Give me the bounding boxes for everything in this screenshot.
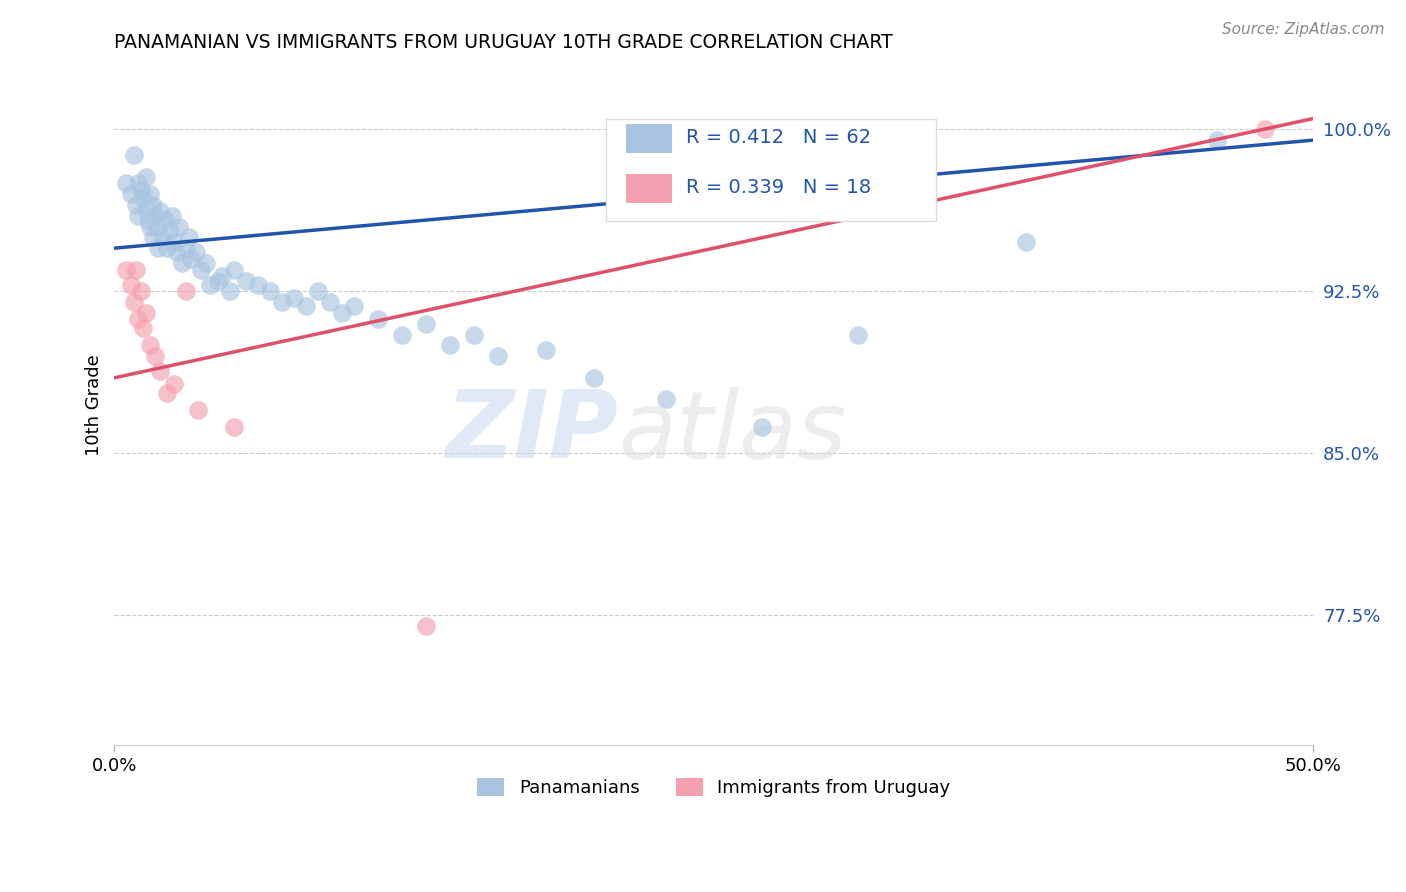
Point — [142, 198, 165, 212]
Point — [127, 209, 149, 223]
Point — [582, 371, 605, 385]
Point — [132, 321, 155, 335]
Point — [150, 230, 173, 244]
Point — [846, 327, 869, 342]
Point — [319, 295, 342, 310]
Point — [136, 213, 159, 227]
Point — [143, 349, 166, 363]
Text: atlas: atlas — [617, 386, 846, 477]
Point — [283, 291, 305, 305]
Point — [166, 245, 188, 260]
Point — [176, 285, 198, 299]
Text: ZIP: ZIP — [446, 386, 617, 478]
Point — [170, 256, 193, 270]
Point — [194, 256, 217, 270]
Point — [120, 277, 142, 292]
Point — [127, 177, 149, 191]
Point — [129, 183, 152, 197]
Point — [146, 219, 169, 234]
Point — [486, 349, 509, 363]
Point — [534, 343, 557, 357]
Point — [139, 187, 162, 202]
Text: PANAMANIAN VS IMMIGRANTS FROM URUGUAY 10TH GRADE CORRELATION CHART: PANAMANIAN VS IMMIGRANTS FROM URUGUAY 10… — [114, 33, 893, 52]
Point — [122, 148, 145, 162]
Point — [211, 269, 233, 284]
Point — [153, 213, 176, 227]
Point — [200, 277, 222, 292]
Point — [190, 262, 212, 277]
Point — [415, 619, 437, 633]
Point — [159, 224, 181, 238]
Point — [160, 209, 183, 223]
Point — [167, 219, 190, 234]
Point — [163, 377, 186, 392]
Point — [439, 338, 461, 352]
Point — [271, 295, 294, 310]
Point — [125, 262, 148, 277]
Point — [751, 420, 773, 434]
Point — [218, 285, 240, 299]
Point — [146, 241, 169, 255]
Point — [156, 385, 179, 400]
Point — [142, 230, 165, 244]
Bar — [626, 124, 672, 153]
Point — [207, 274, 229, 288]
Point — [295, 300, 318, 314]
Legend: Panamanians, Immigrants from Uruguay: Panamanians, Immigrants from Uruguay — [470, 771, 957, 804]
Point — [247, 277, 270, 292]
Point — [156, 241, 179, 255]
Point — [330, 306, 353, 320]
Point — [224, 420, 246, 434]
Point — [139, 219, 162, 234]
Point — [1014, 235, 1036, 249]
Point — [149, 364, 172, 378]
Point — [135, 169, 157, 184]
Point — [139, 338, 162, 352]
Point — [132, 191, 155, 205]
Point — [1206, 133, 1229, 147]
Point — [115, 177, 138, 191]
Point — [235, 274, 257, 288]
Point — [135, 202, 157, 217]
Point — [463, 327, 485, 342]
Point — [176, 241, 198, 255]
Bar — [626, 174, 672, 202]
Point — [655, 392, 678, 407]
FancyBboxPatch shape — [606, 119, 935, 221]
Point — [163, 235, 186, 249]
Point — [120, 187, 142, 202]
Point — [1254, 122, 1277, 136]
Point — [187, 403, 209, 417]
Point — [415, 317, 437, 331]
Point — [177, 230, 200, 244]
Point — [367, 312, 389, 326]
Point — [125, 198, 148, 212]
Y-axis label: 10th Grade: 10th Grade — [86, 354, 103, 456]
Point — [343, 300, 366, 314]
Point — [307, 285, 329, 299]
Point — [184, 245, 207, 260]
Point — [149, 204, 172, 219]
Point — [135, 306, 157, 320]
Point — [127, 312, 149, 326]
Point — [129, 285, 152, 299]
Point — [180, 252, 202, 266]
Text: Source: ZipAtlas.com: Source: ZipAtlas.com — [1222, 22, 1385, 37]
Point — [224, 262, 246, 277]
Text: R = 0.412   N = 62: R = 0.412 N = 62 — [686, 128, 872, 147]
Point — [391, 327, 413, 342]
Point — [122, 295, 145, 310]
Point — [259, 285, 281, 299]
Point — [143, 209, 166, 223]
Point — [115, 262, 138, 277]
Text: R = 0.339   N = 18: R = 0.339 N = 18 — [686, 178, 872, 196]
